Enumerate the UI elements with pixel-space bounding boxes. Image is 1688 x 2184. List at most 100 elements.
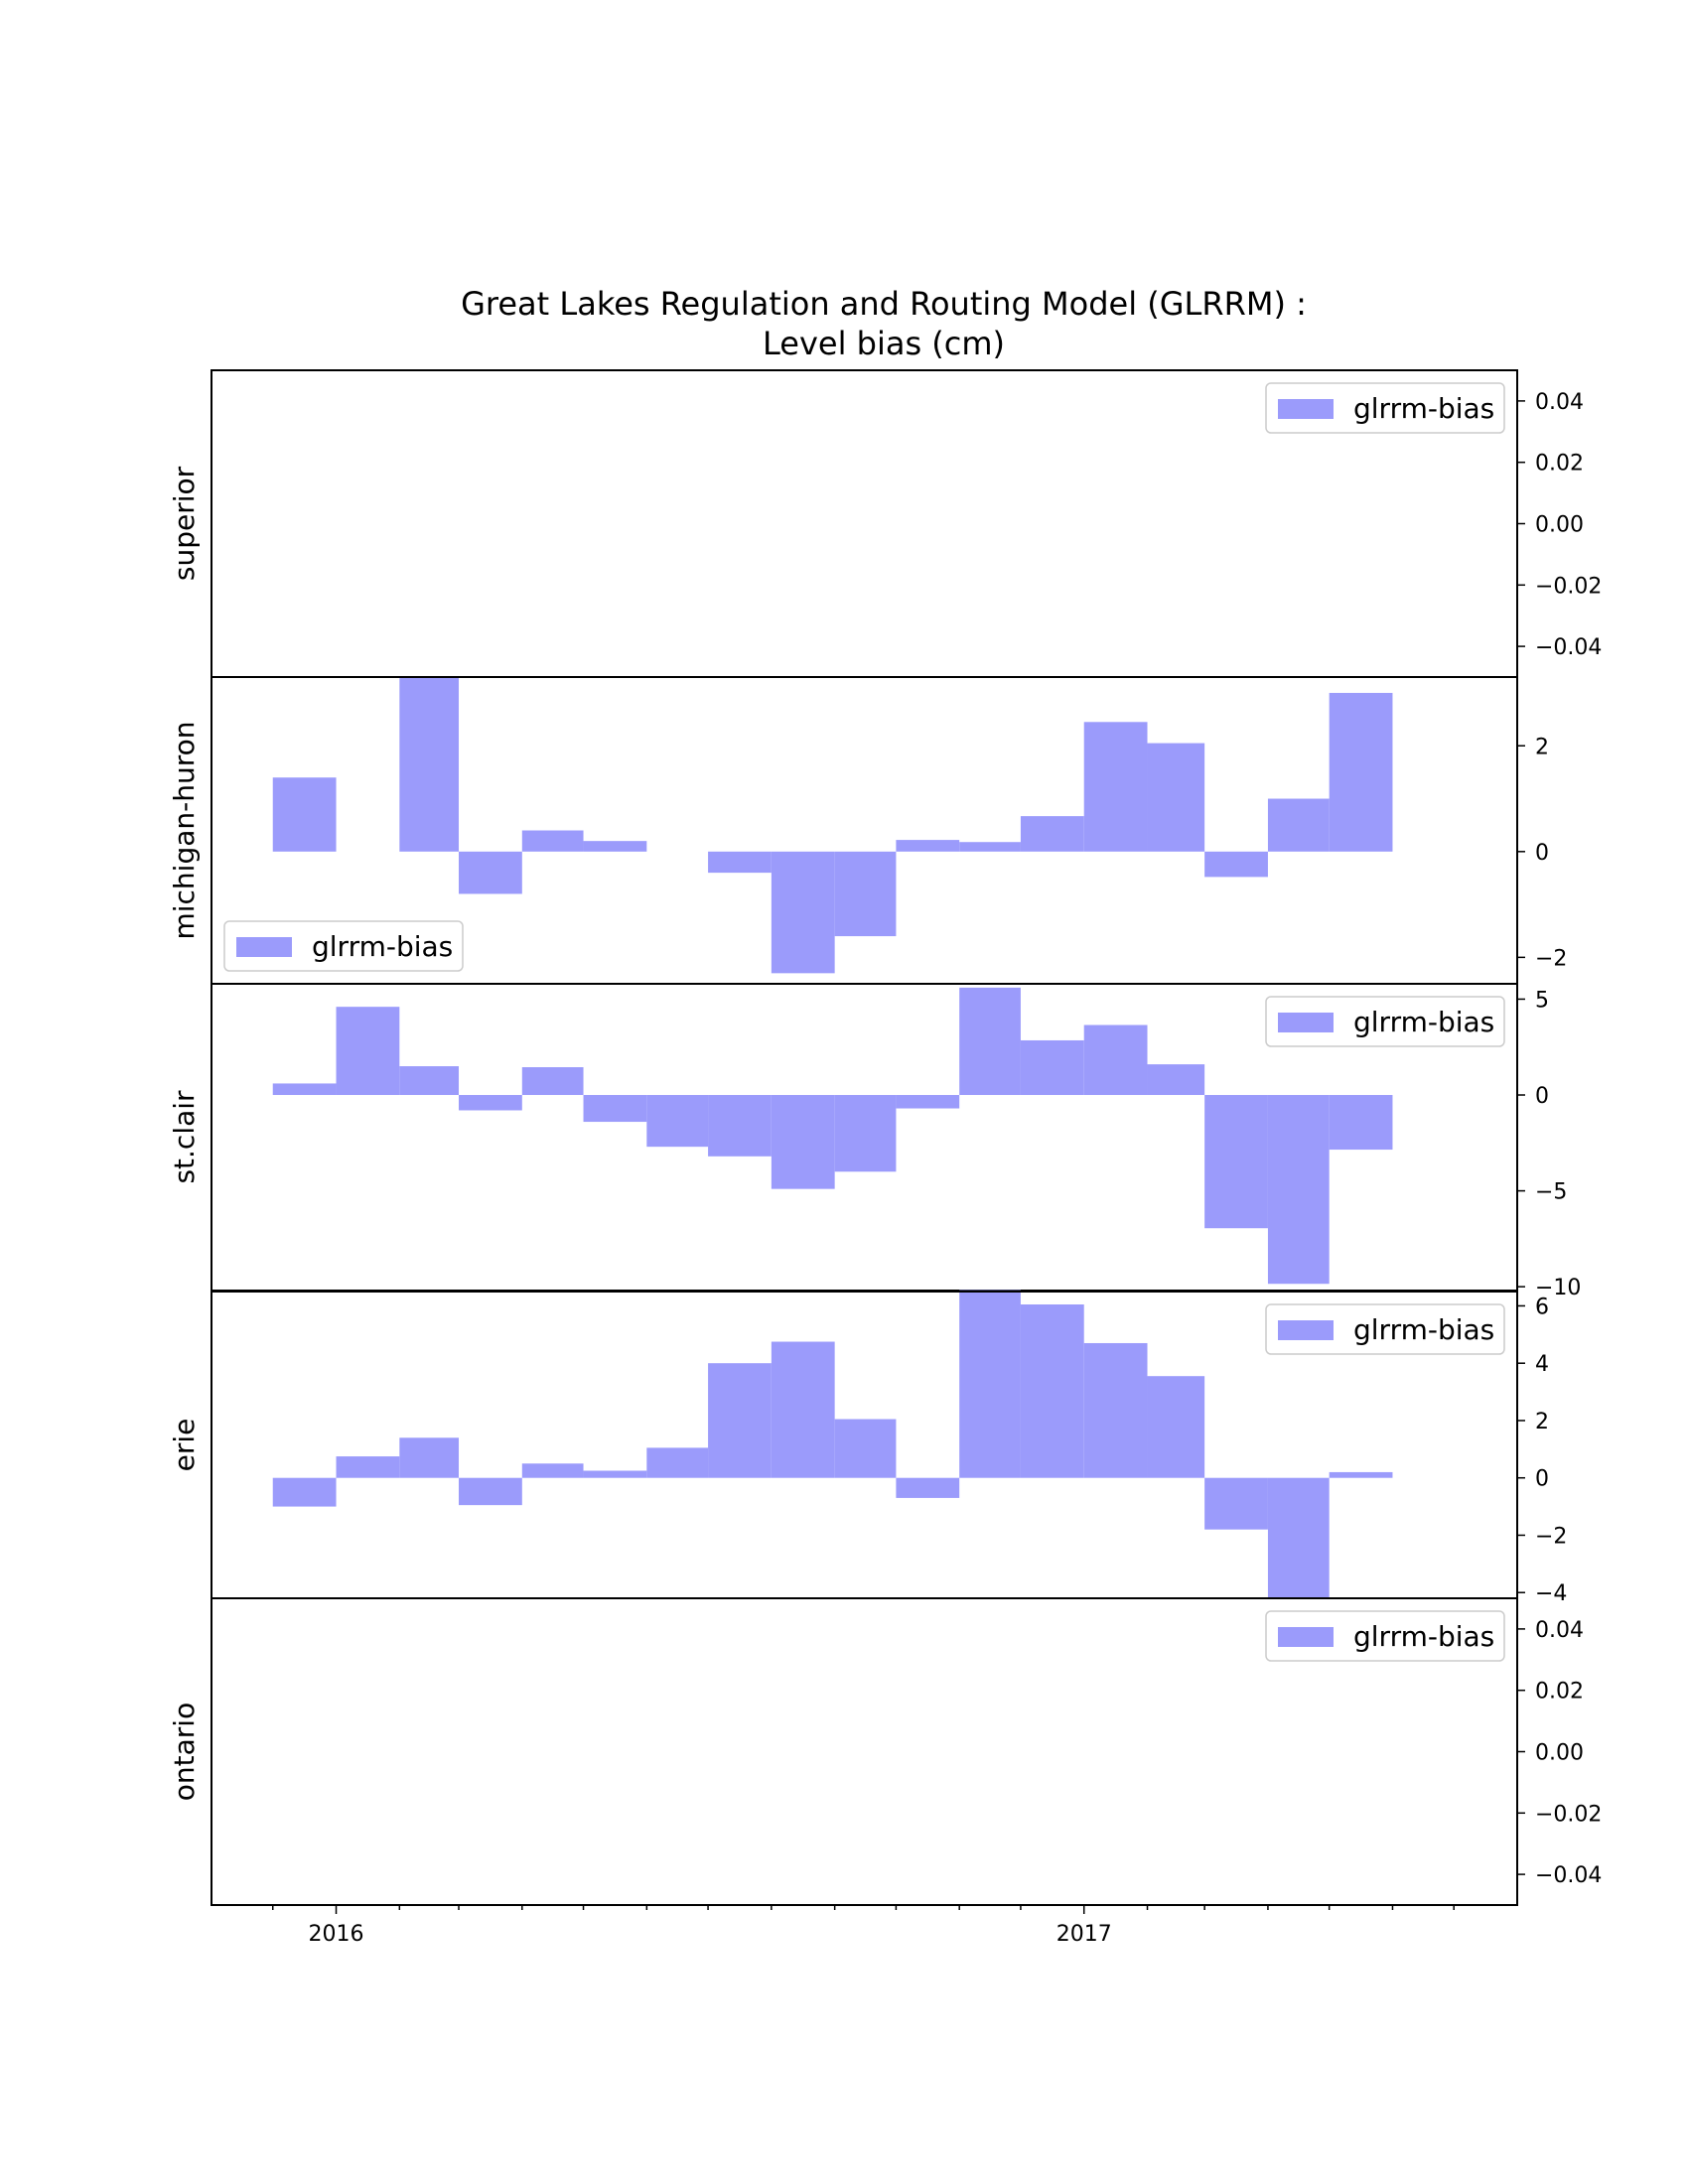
panel-erie: 6 4 2 0 −2 −4 erie glrrm-bias <box>168 1290 1567 1606</box>
bar-st.clair-2016-09 <box>834 1095 897 1172</box>
xtick-label-2017: 2017 <box>1056 1922 1112 1947</box>
bar-erie-2017-03 <box>1204 1477 1268 1530</box>
bar-michigan-huron-2016-11 <box>959 842 1021 852</box>
legend: glrrm-bias <box>223 920 464 972</box>
ytick-label: 0 <box>1535 841 1549 866</box>
legend-swatch <box>236 937 292 957</box>
ytick-label: 0 <box>1535 1467 1549 1492</box>
bar-erie-2016-07 <box>708 1363 772 1478</box>
panel-superior: 0.04 0.02 0.00 −0.02 −0.04 superior glrrm-bias <box>168 369 1602 678</box>
bar-michigan-huron-2017-03 <box>1204 851 1268 878</box>
ytick-label: −4 <box>1535 1581 1567 1606</box>
bar-erie-2017-04 <box>1267 1477 1330 1598</box>
panel-ylabel: superior <box>168 466 201 581</box>
bar-erie-2017-05 <box>1329 1471 1393 1478</box>
panel-ylabel: ontario <box>168 1703 201 1801</box>
bar-michigan-huron-2017-01 <box>1083 722 1148 852</box>
bar-erie-2016-06 <box>646 1447 709 1478</box>
ytick-label: −2 <box>1535 1524 1567 1549</box>
panel-ylabel: erie <box>168 1419 201 1472</box>
legend: glrrm-bias <box>1265 1303 1505 1355</box>
panels: 0.04 0.02 0.00 −0.02 −0.04 superior glrrm-bias… <box>168 369 1602 1906</box>
bar-michigan-huron-2017-02 <box>1147 743 1205 852</box>
panel-ylabel: st.clair <box>168 1090 201 1184</box>
legend-box <box>1265 996 1505 1047</box>
legend: glrrm-bias <box>1265 996 1505 1047</box>
bar-michigan-huron-2016-09 <box>834 851 897 937</box>
legend-box <box>1265 1303 1505 1355</box>
bar-erie-2016-05 <box>583 1470 647 1478</box>
ytick-label: 4 <box>1535 1352 1549 1377</box>
bar-erie-2016-11 <box>959 1290 1021 1478</box>
bar-erie-2016-10 <box>896 1477 960 1498</box>
chart-title-line-2: Level bias (cm) <box>763 325 1005 362</box>
bar-erie-2017-01 <box>1083 1342 1148 1478</box>
ytick-label: 0.04 <box>1535 1618 1584 1643</box>
panel-st-clair: 5 0 −5 −10 st.clair glrrm-bias <box>168 983 1581 1300</box>
bar-st.clair-2016-02 <box>399 1066 460 1096</box>
bar-st.clair-2016-04 <box>521 1067 584 1096</box>
bar-st.clair-2017-02 <box>1147 1064 1205 1096</box>
ytick-label: 0.00 <box>1535 513 1584 538</box>
bar-st.clair-2017-03 <box>1204 1095 1268 1229</box>
x-axis: 2016 2017 <box>271 1905 1455 1947</box>
legend-box <box>223 920 464 972</box>
ytick-label: 6 <box>1535 1295 1549 1319</box>
bar-erie-2017-02 <box>1147 1376 1205 1478</box>
bar-st.clair-2016-08 <box>771 1095 835 1189</box>
bar-st.clair-2016-05 <box>583 1095 647 1123</box>
panel-michigan-huron: 2 0 −2 michigan-huron glrrm-bias <box>168 676 1567 985</box>
ytick-label: −5 <box>1535 1180 1567 1205</box>
bar-erie-2016-02 <box>399 1437 460 1478</box>
bar-erie-2016-04 <box>521 1463 584 1478</box>
bar-michigan-huron-2016-10 <box>896 840 960 852</box>
bar-erie-2016-09 <box>834 1419 897 1478</box>
bar-erie-2016-12 <box>1020 1304 1084 1478</box>
legend: glrrm-bias <box>1265 1610 1505 1662</box>
ytick-label: 0.02 <box>1535 452 1584 477</box>
ytick-label: −2 <box>1535 946 1567 971</box>
bar-michigan-huron-2016-03 <box>459 851 522 894</box>
bar-st.clair-2016-01 <box>336 1007 400 1096</box>
bar-st.clair-2016-03 <box>459 1095 522 1111</box>
bar-michigan-huron-2016-07 <box>708 851 772 874</box>
bar-erie-2016-01 <box>336 1456 400 1478</box>
legend-box <box>1265 382 1505 434</box>
bar-michigan-huron-2016-02 <box>399 677 460 852</box>
bar-erie-2016-08 <box>771 1341 835 1478</box>
bar-michigan-huron-2016-08 <box>771 851 835 974</box>
bar-michigan-huron-2017-05 <box>1329 692 1393 852</box>
legend-swatch <box>1278 1320 1334 1340</box>
ytick-label: −0.02 <box>1535 1802 1602 1827</box>
chart-title-line-1: Great Lakes Regulation and Routing Model… <box>461 285 1307 323</box>
ytick-label: −10 <box>1535 1276 1581 1300</box>
bar-michigan-huron-2017-04 <box>1267 798 1330 852</box>
ytick-label: −0.04 <box>1535 635 1602 660</box>
ytick-label: 0.00 <box>1535 1741 1584 1766</box>
legend-swatch <box>1278 399 1334 419</box>
bar-erie-2016-03 <box>459 1477 522 1506</box>
ytick-label: −0.04 <box>1535 1863 1602 1888</box>
panel-ontario: 0.04 0.02 0.00 −0.02 −0.04 ontario glrrm-bias <box>168 1597 1602 1906</box>
bar-michigan-huron-2016-12 <box>1020 816 1084 852</box>
legend-label: glrrm-bias <box>312 930 453 963</box>
legend-swatch <box>1278 1013 1334 1032</box>
bar-st.clair-2016-11 <box>959 987 1021 1096</box>
legend-label: glrrm-bias <box>1353 1313 1494 1346</box>
ytick-label: 0.04 <box>1535 390 1584 415</box>
legend: glrrm-bias <box>1265 382 1505 434</box>
bar-st.clair-2016-12 <box>1020 1039 1084 1096</box>
bar-michigan-huron-2016-04 <box>521 830 584 852</box>
legend-label: glrrm-bias <box>1353 1620 1494 1653</box>
bar-michigan-huron-2016-05 <box>583 841 647 852</box>
ytick-label: 0 <box>1535 1084 1549 1109</box>
legend-label: glrrm-bias <box>1353 392 1494 425</box>
ytick-label: −0.02 <box>1535 574 1602 599</box>
ytick-label: 5 <box>1535 988 1549 1013</box>
bar-michigan-huron-2015-12 <box>272 777 337 852</box>
ytick-label: 2 <box>1535 1410 1549 1434</box>
panel-ylabel: michigan-huron <box>168 721 201 939</box>
bar-erie-2015-12 <box>272 1477 337 1507</box>
ytick-label: 2 <box>1535 735 1549 759</box>
